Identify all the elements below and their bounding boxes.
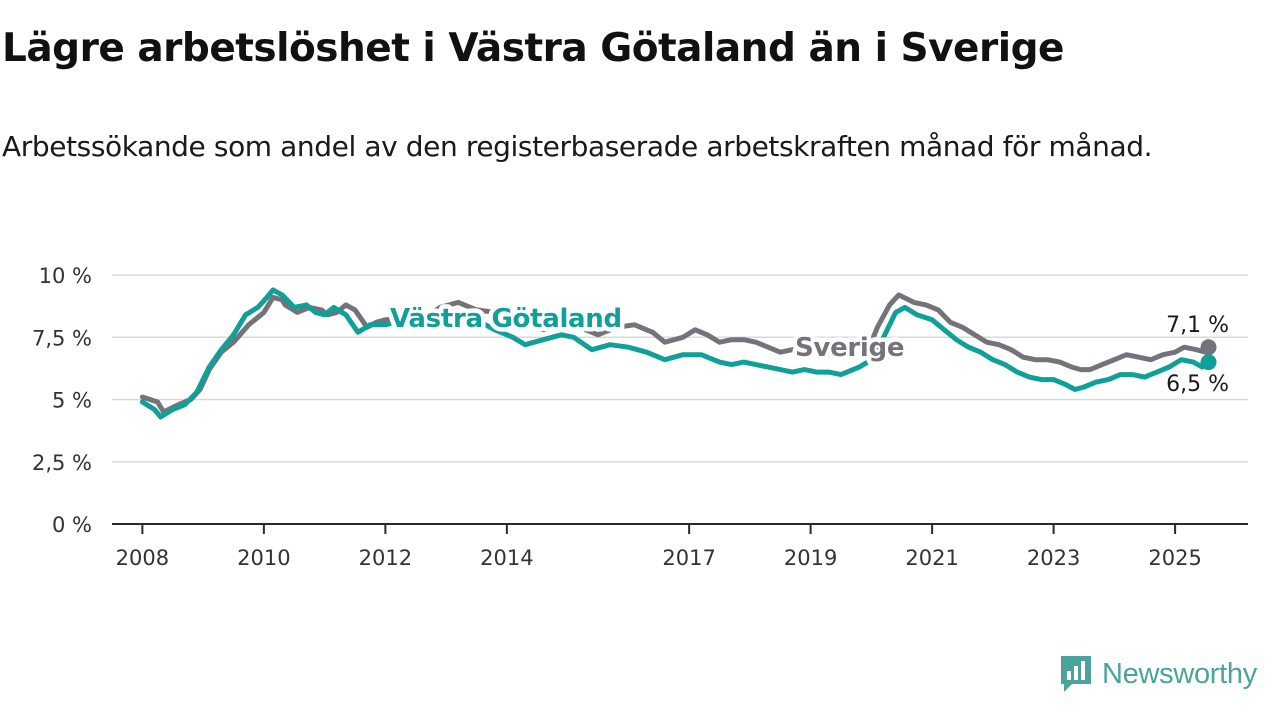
x-tick-label: 2012 — [359, 546, 412, 570]
end-value-label: 6,5 % — [1166, 372, 1229, 397]
x-tick-label: 2010 — [237, 546, 290, 570]
series-line — [139, 287, 1211, 420]
x-tick-label: 2021 — [905, 546, 958, 570]
series-label: Sverige — [795, 333, 904, 363]
y-tick-label: 7,5 % — [32, 326, 92, 350]
end-point-marker — [1200, 354, 1217, 371]
series-line — [139, 292, 1211, 415]
x-tick-label: 2008 — [116, 546, 169, 570]
y-tick-label: 10 % — [39, 264, 92, 288]
newsworthy-logo-icon — [1061, 656, 1091, 692]
x-tick-label: 2017 — [662, 546, 715, 570]
series-label: Västra Götaland — [390, 304, 622, 334]
y-tick-label: 0 % — [52, 513, 92, 537]
brand-logo: Newsworthy — [1058, 654, 1257, 694]
chart-subtitle: Arbetssökande som andel av den registerb… — [2, 130, 1153, 163]
chart-title: Lägre arbetslöshet i Västra Götaland än … — [2, 26, 1064, 71]
brand-name: Newsworthy — [1102, 657, 1257, 690]
x-tick-label: 2014 — [480, 546, 533, 570]
end-point-marker — [1200, 339, 1217, 356]
x-tick-label: 2019 — [784, 546, 837, 570]
x-tick-label: 2023 — [1027, 546, 1080, 570]
end-value-label: 7,1 % — [1166, 313, 1229, 338]
x-tick-label: 2025 — [1148, 546, 1201, 570]
y-tick-label: 5 % — [52, 389, 92, 413]
y-tick-label: 2,5 % — [32, 451, 92, 475]
